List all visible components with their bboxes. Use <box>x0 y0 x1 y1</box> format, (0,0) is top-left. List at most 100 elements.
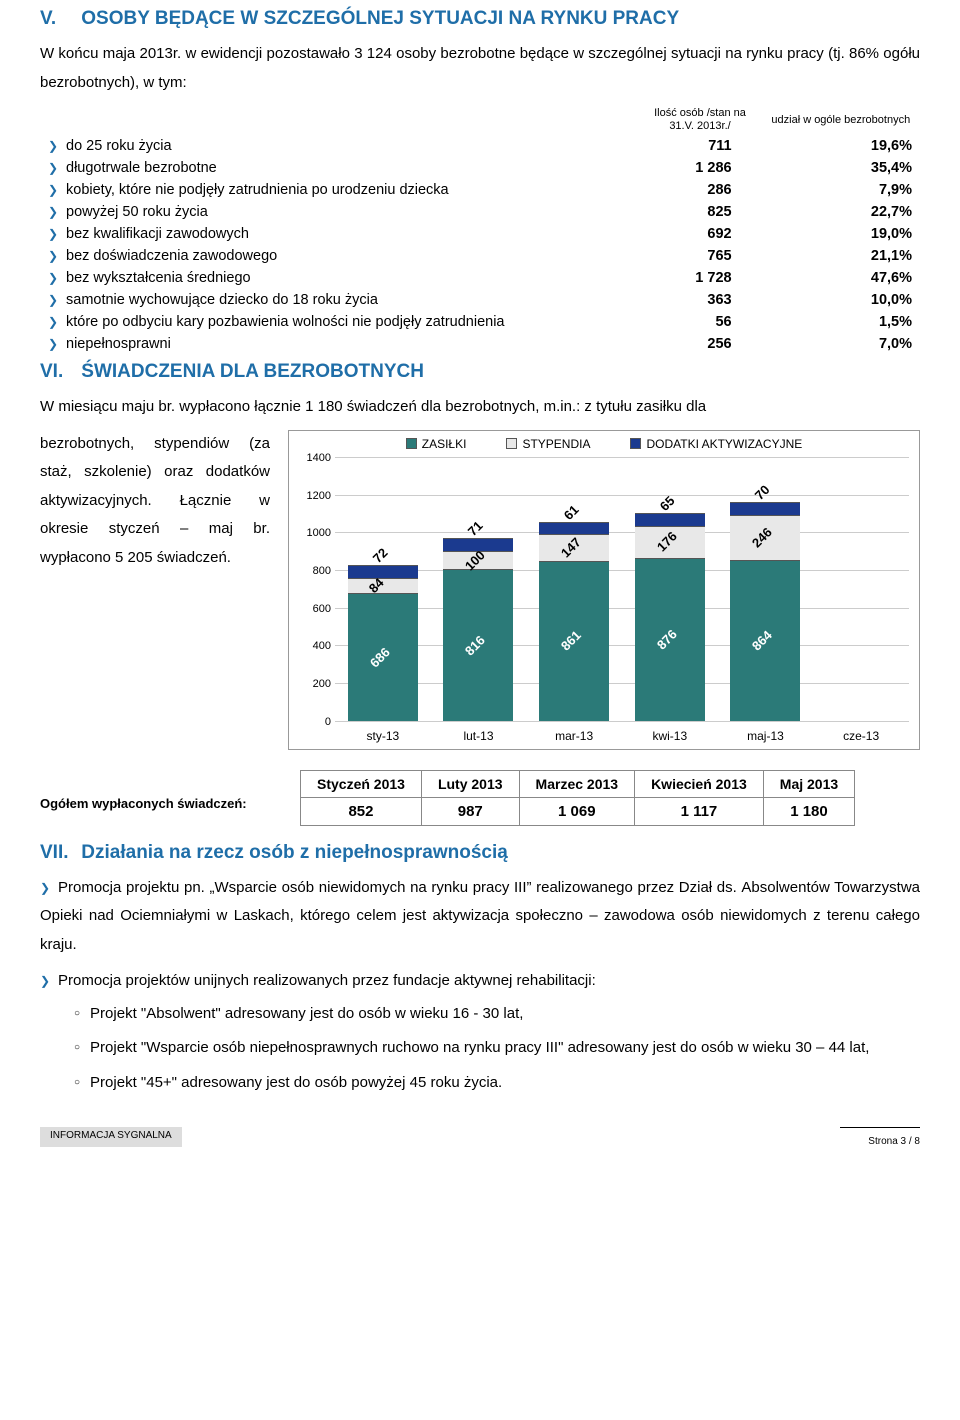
sub-bullets: Projekt "Absolwent" adresowany jest do o… <box>74 1000 920 1098</box>
summary-block: Ogółem wypłaconych świadczeń: Styczeń 20… <box>40 770 920 842</box>
bar-stack: 861 14761 <box>539 522 609 721</box>
summary-value: 987 <box>421 797 519 825</box>
table-row-pct: 19,6% <box>762 135 920 157</box>
summary-header: Maj 2013 <box>763 770 854 797</box>
intro-v: W końcu maja 2013r. w ewidencji pozostaw… <box>40 40 920 97</box>
section-v-title: V. OSOBY BĘDĄCE W SZCZEGÓLNEJ SYTUACJI N… <box>40 8 920 30</box>
table-row-pct: 7,0% <box>762 333 920 355</box>
bar-stack: 876 176 65 <box>635 513 705 720</box>
arrow-icon: ❯ <box>40 877 58 900</box>
x-axis-label: maj-13 <box>730 729 800 743</box>
y-axis-label: 1200 <box>297 490 331 502</box>
legend-swatch <box>630 438 641 449</box>
segment-value-label: 686 <box>367 644 393 670</box>
vii-bullets: ❯Promocja projektu pn. „Wsparcie osób ni… <box>40 874 920 1098</box>
bullet-item: ❯Promocja projektu pn. „Wsparcie osób ni… <box>40 874 920 960</box>
table-row-count: 825 <box>638 201 761 223</box>
title-v: OSOBY BĘDĄCE W SZCZEGÓLNEJ SYTUACJI NA R… <box>81 8 679 29</box>
segment-value-label: 61 <box>561 502 582 523</box>
table-row-label: ❯powyżej 50 roku życia <box>40 201 638 223</box>
bar-segment-stypendia: 176 <box>635 526 705 559</box>
footer-right: Strona 3 / 8 <box>840 1127 920 1147</box>
bar-segment-dodatki: 65 <box>635 513 705 525</box>
segment-value-label: 861 <box>558 628 584 654</box>
title-vi: ŚWIADCZENIA DLA BEZROBOTNYCH <box>81 361 424 382</box>
bar-segment-zasilki: 864 <box>730 560 800 720</box>
table-row-pct: 1,5% <box>762 311 920 333</box>
table-row-label: ❯bez wykształcenia średniego <box>40 267 638 289</box>
arrow-icon: ❯ <box>48 227 66 241</box>
bar-stack: 86424670 <box>730 502 800 721</box>
arrow-icon: ❯ <box>40 970 58 993</box>
intro-vi-pre: W miesiącu maju br. wypłacono łącznie 1 … <box>40 393 920 422</box>
bar-slot: 6868472sty-13 <box>348 565 418 721</box>
title-vii: Działania na rzecz osób z niepełnosprawn… <box>81 842 508 863</box>
legend-item: ZASIŁKI <box>406 437 467 451</box>
bar-segment-dodatki: 61 <box>539 522 609 533</box>
th-pct: udział w ogóle bezrobotnych <box>762 105 920 135</box>
segment-value-label: 84 <box>366 575 387 596</box>
segment-value-label: 176 <box>654 529 680 555</box>
arrow-icon: ❯ <box>48 205 66 219</box>
footer-left: INFORMACJA SYGNALNA <box>40 1127 182 1147</box>
table-row-count: 286 <box>638 179 761 201</box>
y-axis-label: 800 <box>297 565 331 577</box>
arrow-icon: ❯ <box>48 271 66 285</box>
table-row-count: 363 <box>638 289 761 311</box>
page-footer: INFORMACJA SYGNALNA Strona 3 / 8 <box>40 1127 920 1147</box>
y-axis-label: 1000 <box>297 527 331 539</box>
bar-segment-zasilki: 861 <box>539 561 609 721</box>
summary-value: 1 117 <box>635 797 764 825</box>
bar-segment-zasilki: 686 <box>348 593 418 720</box>
summary-header: Marzec 2013 <box>519 770 635 797</box>
sub-bullet-item: Projekt "Absolwent" adresowany jest do o… <box>74 1000 920 1029</box>
x-axis-label: kwi-13 <box>635 729 705 743</box>
th-count: Ilość osób /stan na 31.V. 2013r./ <box>638 105 761 135</box>
situation-table: Ilość osób /stan na 31.V. 2013r./ udział… <box>40 105 920 355</box>
bar-segment-stypendia: 100 <box>443 551 513 570</box>
y-axis-label: 200 <box>297 678 331 690</box>
segment-value-label: 72 <box>370 545 391 566</box>
segment-value-label: 816 <box>462 632 488 658</box>
segment-value-label: 100 <box>462 547 488 573</box>
summary-header: Luty 2013 <box>421 770 519 797</box>
segment-value-label: 71 <box>465 518 486 539</box>
table-row-count: 711 <box>638 135 761 157</box>
bar-slot: 86114761mar-13 <box>539 522 609 721</box>
table-row-count: 692 <box>638 223 761 245</box>
legend-item: STYPENDIA <box>506 437 590 451</box>
bar-segment-zasilki: 876 <box>635 558 705 721</box>
benefits-chart: ZASIŁKISTYPENDIADODATKI AKTYWIZACYJNE 02… <box>288 430 920 750</box>
sub-bullet-item: Projekt "45+" adresowany jest do osób po… <box>74 1069 920 1098</box>
bar-segment-stypendia: 84 <box>348 578 418 594</box>
legend-label: ZASIŁKI <box>422 437 467 451</box>
arrow-icon: ❯ <box>48 183 66 197</box>
arrow-icon: ❯ <box>48 293 66 307</box>
table-row-label: ❯kobiety, które nie podjęły zatrudnienia… <box>40 179 638 201</box>
segment-value-label: 876 <box>654 627 680 653</box>
arrow-icon: ❯ <box>48 249 66 263</box>
vi-columns: bezrobotnych, stypendiów (za staż, szkol… <box>40 430 920 750</box>
table-row-count: 1 286 <box>638 157 761 179</box>
table-row-pct: 21,1% <box>762 245 920 267</box>
y-axis-label: 1400 <box>297 452 331 464</box>
summary-header: Kwiecień 2013 <box>635 770 764 797</box>
bullet-item: ❯Promocja projektów unijnych realizowany… <box>40 967 920 1097</box>
table-row-count: 1 728 <box>638 267 761 289</box>
table-row-pct: 47,6% <box>762 267 920 289</box>
bar-segment-stypendia: 246 <box>730 515 800 561</box>
roman-vii: VII. <box>40 842 76 864</box>
bar-stack: 6868472 <box>348 565 418 721</box>
legend-label: DODATKI AKTYWIZACYJNE <box>646 437 802 451</box>
segment-value-label: 246 <box>749 525 775 551</box>
bar-slot: 86424670maj-13 <box>730 502 800 721</box>
x-axis-label: mar-13 <box>539 729 609 743</box>
bar-segment-stypendia: 147 <box>539 534 609 561</box>
section-vi-title: VI. ŚWIADCZENIA DLA BEZROBOTNYCH <box>40 361 920 383</box>
y-axis-label: 600 <box>297 603 331 615</box>
vi-left-text: bezrobotnych, stypendiów (za staż, szkol… <box>40 430 270 750</box>
legend-item: DODATKI AKTYWIZACYJNE <box>630 437 802 451</box>
section-vii-title: VII. Działania na rzecz osób z niepełnos… <box>40 842 920 864</box>
table-row-label: ❯niepełnosprawni <box>40 333 638 355</box>
bar-slot: 87617665kwi-13 <box>635 513 705 720</box>
